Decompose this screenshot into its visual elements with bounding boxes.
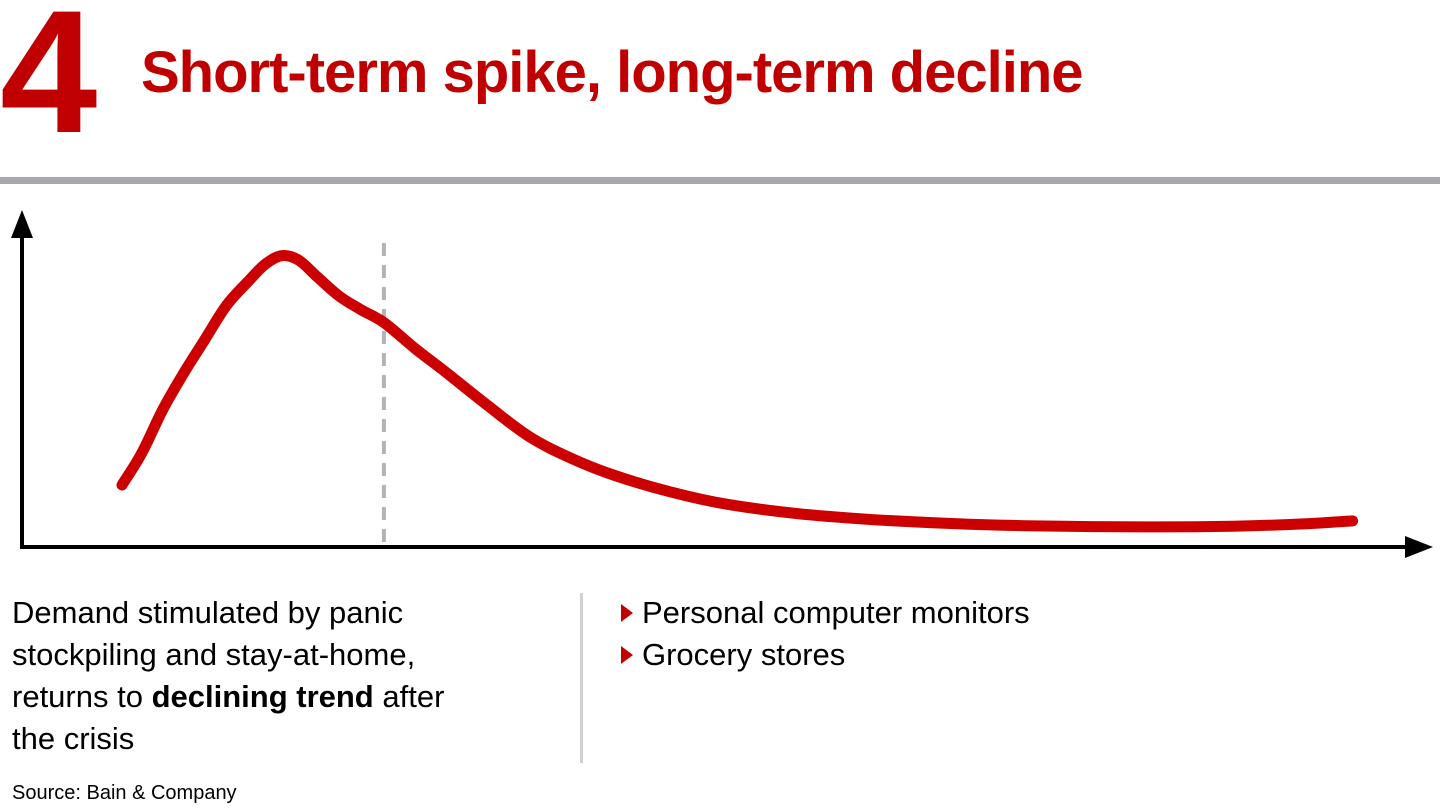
bullet-triangle-icon	[621, 646, 633, 664]
caption-text-before: Demand stimulated by panic stockpiling a…	[12, 595, 416, 714]
caption-text-after: after the crisis	[12, 679, 445, 756]
caption-bold-text: declining trend	[151, 679, 374, 714]
title-divider	[0, 177, 1440, 184]
y-axis-arrowhead	[11, 210, 33, 238]
bullet-triangle-icon	[621, 604, 633, 622]
chart-caption: Demand stimulated by panic stockpiling a…	[12, 592, 482, 760]
source-note: Source: Bain & Company	[12, 782, 237, 804]
example-label: Personal computer monitors	[642, 595, 1030, 630]
step-number: 4	[0, 0, 98, 170]
x-axis-arrowhead	[1405, 536, 1433, 558]
page-title: Short-term spike, long-term decline	[141, 40, 1084, 105]
demand-curve-line	[116, 249, 1359, 533]
examples-list: Personal computer monitors Grocery store…	[621, 592, 1030, 676]
list-item: Grocery stores	[621, 634, 1030, 676]
example-label: Grocery stores	[642, 637, 846, 672]
list-item: Personal computer monitors	[621, 592, 1030, 634]
caption-divider	[580, 593, 583, 763]
